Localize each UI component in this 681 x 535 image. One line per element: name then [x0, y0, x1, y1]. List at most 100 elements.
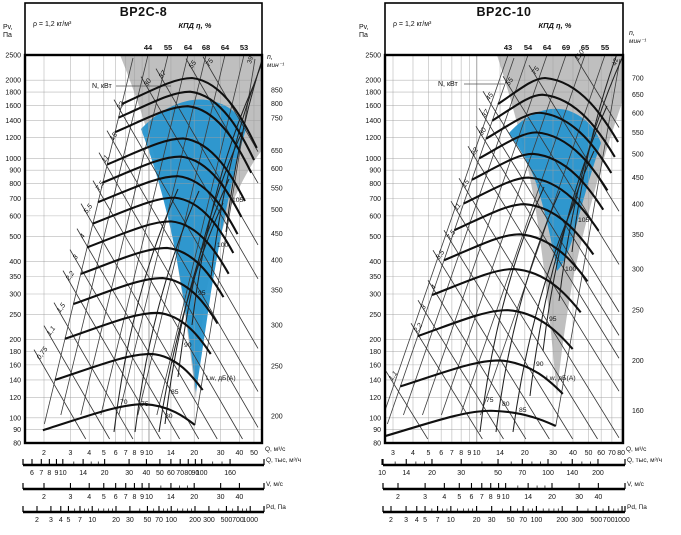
curves-layer [385, 55, 623, 440]
noise-curve [529, 150, 595, 397]
ruler-tick-label: 8 [132, 494, 136, 501]
ruler-tick-label: 3 [404, 517, 408, 524]
ruler-tick-label: 10 [447, 517, 455, 524]
noise-value-label: 85 [171, 389, 179, 396]
pv-tick-label: 100 [369, 415, 381, 422]
pv-tick-label: 500 [9, 234, 21, 241]
power-value-label: 15 [461, 179, 471, 189]
pv-tick-label: 350 [369, 274, 381, 281]
labels: 43 54 64 69 65 554225002000180016001400120010… [365, 43, 643, 457]
pv-tick-label: 2500 [365, 53, 381, 60]
pv-tick-label: 800 [9, 181, 21, 188]
q-tick-label: 14 [167, 450, 175, 457]
noise-curve [177, 131, 243, 378]
pv-tick-label: 300 [9, 292, 21, 299]
fan-curves [42, 76, 258, 432]
n-tick-label: 700 [632, 76, 644, 83]
n-tick-label: 350 [271, 288, 283, 295]
ruler-tick-label: 2 [389, 517, 393, 524]
n-unit-1: n, [267, 54, 273, 61]
q-tick-label: 40 [236, 450, 244, 457]
chart-2: 43 54 64 69 65 554225002000180016001400120010… [365, 2, 644, 524]
chart2-pv-axis-label: Pv, Па [359, 24, 369, 40]
fan-curve [417, 309, 574, 350]
efficiency-tick-label: 53 [240, 43, 248, 52]
power-value-label: 1,1 [46, 325, 57, 337]
pv-tick-label: 160 [9, 362, 21, 369]
ruler-tick-label: 4 [442, 494, 446, 501]
efficiency-line [385, 55, 509, 412]
ruler-tick-label: 30 [488, 517, 496, 524]
ruler-tick-label: 10 [145, 494, 153, 501]
n-tick-label: 450 [271, 231, 283, 238]
power-value-label: 2,2 [412, 322, 424, 335]
pv-tick-label: 1400 [365, 118, 381, 125]
ruler-tick-label: 80 [184, 470, 192, 477]
ruler-tick-label: 6 [30, 470, 34, 477]
power-value-label: 1,5 [56, 302, 67, 314]
n-tick-label: 500 [632, 151, 644, 158]
efficiency-tick-label: 55 [164, 43, 172, 52]
q-tick-label: 3 [68, 450, 72, 457]
power-line [417, 300, 504, 440]
ruler-tick-label: 500 [221, 517, 233, 524]
q-tick-label: 20 [190, 450, 198, 457]
q-tick-label: 5 [102, 450, 106, 457]
n-tick-label: 800 [271, 101, 283, 108]
fan-curve [497, 76, 619, 143]
fan-curve [463, 176, 600, 232]
power-value-label: 11 [453, 202, 463, 212]
q-tick-label: 6 [439, 450, 443, 457]
ruler-tick-label: 100 [165, 517, 177, 524]
ruler-tick-label: 2 [396, 494, 400, 501]
pv-tick-label: 1400 [5, 118, 21, 125]
chart1-q-axis-label: Q, м³/с [265, 446, 286, 453]
fan-curve [485, 111, 613, 174]
fan-curve [118, 90, 256, 161]
labels: 44 55 64 68 64 533925002000180016001400120010… [5, 43, 282, 457]
noise-curve [542, 105, 608, 352]
noise-curve [479, 186, 545, 433]
ruler-tick-label: 3 [68, 494, 72, 501]
pv-tick-label: 900 [9, 168, 21, 175]
power-line [33, 349, 87, 440]
ruler-tick-label: 8 [489, 494, 493, 501]
noise-curve [210, 61, 262, 278]
n-tick-label: 450 [632, 175, 644, 182]
header-frame [24, 2, 263, 56]
power-axis-label: N, кВт [438, 81, 458, 88]
power-line [140, 76, 259, 280]
pv-tick-label: 180 [9, 349, 21, 356]
ruler-tick-label: 9 [140, 494, 144, 501]
pv-tick-label: 120 [9, 395, 21, 402]
power-value-label: 37 [158, 69, 169, 80]
fan-curve [385, 409, 557, 438]
ruler-tick-label: 70 [518, 470, 526, 477]
n-tick-label: 250 [271, 363, 283, 370]
power-line [76, 228, 200, 440]
pv-tick-label: 200 [9, 337, 21, 344]
n-tick-label: 550 [271, 186, 283, 193]
n-tick-label: 350 [632, 232, 644, 239]
q-tick-label: 50 [585, 450, 593, 457]
n-tick-label: 850 [271, 88, 283, 95]
ruler-tick-label: 30 [217, 494, 225, 501]
pv-tick-label: 250 [9, 312, 21, 319]
noise-value-label: 100 [565, 266, 577, 273]
n-tick-label: 300 [271, 322, 283, 329]
pv-tick-label: 350 [9, 274, 21, 281]
fan-curve [42, 403, 196, 432]
q-tick-label: 9 [140, 450, 144, 457]
pv-unit-2: Па [359, 32, 368, 39]
efficiency-edge-label: 42 [611, 57, 620, 66]
noise-value-label: 90 [536, 361, 544, 368]
efficiency-tick-label: 64 [184, 43, 193, 52]
power-line [53, 302, 134, 440]
chart2-ruler2-label: V, м/с [627, 481, 644, 488]
ruler-tick-label: 90 [191, 470, 199, 477]
ruler-tick-label: 10 [88, 517, 96, 524]
ruler-tick-label: 5 [457, 494, 461, 501]
ruler-tick-label: 5 [66, 517, 70, 524]
